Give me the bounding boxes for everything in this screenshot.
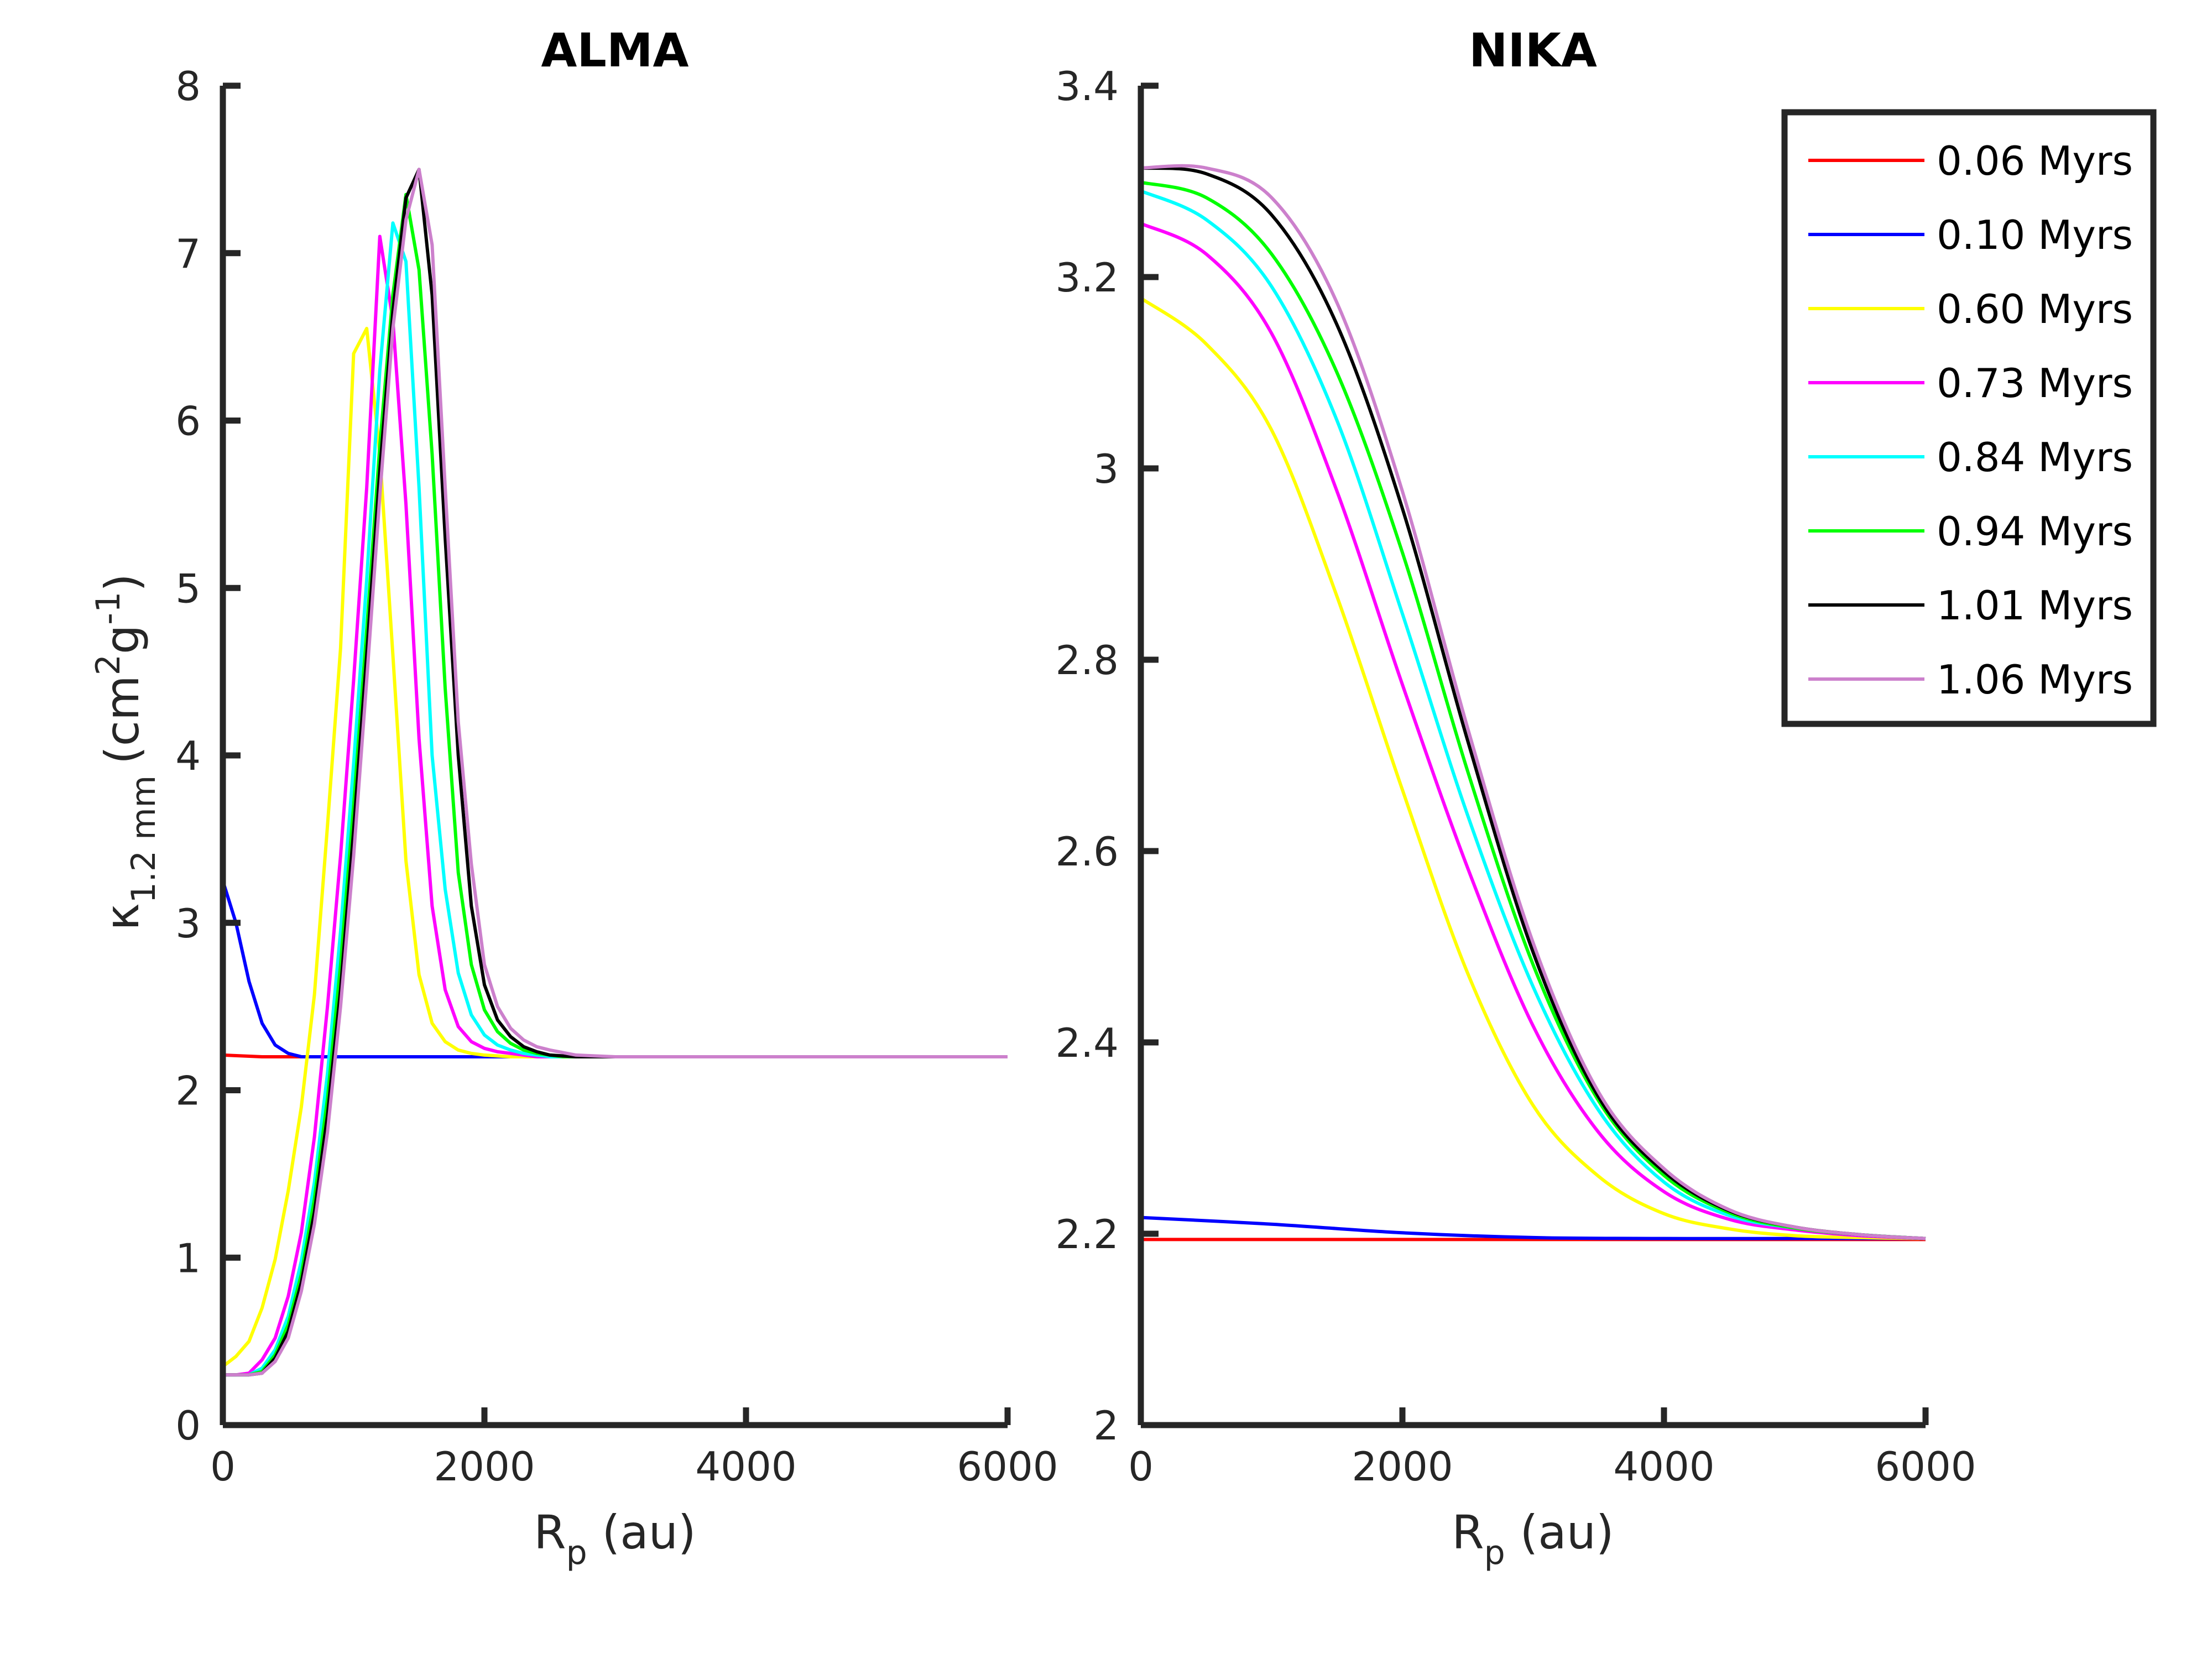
- xlabel-r: R: [534, 1505, 566, 1559]
- nika-panel: 2 2.2 2.4 2.6 2.8 3 3.2 3.4 0 2000 4000 6000: [1055, 63, 1976, 1490]
- series-line-0-10-Myrs: [1140, 1215, 1926, 1240]
- alma-panel: 0 1 2 3 4 5 6 7 8 0 2000 4000 6000: [175, 63, 1058, 1490]
- legend-box: [1781, 109, 2157, 727]
- y-tick-label: 8: [175, 63, 201, 109]
- series-line-1-06-Myrs: [1140, 164, 1926, 1240]
- series-line-0-73-Myrs: [223, 234, 1008, 1377]
- series-line-1-06-Myrs: [223, 168, 1008, 1377]
- alma-title: ALMA: [541, 23, 688, 77]
- nika-title: NIKA: [1469, 23, 1597, 77]
- legend-entry: 1.06 Myrs: [1937, 656, 2133, 703]
- x-tick-label: 2000: [434, 1443, 535, 1490]
- legend-entry: 1.01 Myrs: [1937, 582, 2133, 629]
- x-tick-label: 6000: [1875, 1443, 1976, 1490]
- series-line-0-94-Myrs: [223, 192, 1008, 1377]
- y-tick-label: 5: [175, 565, 201, 612]
- y-tick-label: 2: [1093, 1402, 1119, 1449]
- x-tick-label: 4000: [1613, 1443, 1714, 1490]
- alma-xlabel: Rp (au): [534, 1505, 696, 1572]
- xlabel-sub: p: [566, 1533, 587, 1572]
- series-line-0-84-Myrs: [223, 221, 1008, 1377]
- y-tick-label: 4: [175, 733, 201, 779]
- x-tick-label: 0: [210, 1443, 236, 1490]
- y-tick-label: 2.2: [1055, 1211, 1119, 1258]
- ylabel-kappa: κ: [95, 903, 149, 931]
- series-line-0-10-Myrs: [221, 880, 1008, 1058]
- ylabel-g: g: [95, 625, 149, 654]
- nika-xlabel: Rp (au): [1452, 1505, 1614, 1572]
- xlabel-sub: p: [1484, 1533, 1505, 1572]
- y-tick-label: 2.6: [1055, 828, 1119, 875]
- legend: 0.06 Myrs 0.10 Myrs 0.60 Myrs 0.73 Myrs 0.84…: [1781, 109, 2157, 727]
- ylabel-sup2: 2: [89, 654, 128, 675]
- y-tick-label: 7: [175, 231, 201, 277]
- xlabel-unit: (au): [1505, 1505, 1614, 1559]
- y-tick-label: 2.8: [1055, 637, 1119, 684]
- y-tick-label: 2.4: [1055, 1020, 1119, 1066]
- ylabel-sub: 1.2 mm: [124, 775, 163, 903]
- legend-entry: 0.94 Myrs: [1937, 508, 2133, 555]
- y-tick-label: 3: [1093, 446, 1119, 492]
- series-line-0-73-Myrs: [1140, 222, 1926, 1240]
- legend-entry: 0.60 Myrs: [1937, 286, 2133, 332]
- legend-entry: 0.84 Myrs: [1937, 434, 2133, 481]
- legend-entry: 0.73 Myrs: [1937, 360, 2133, 406]
- x-tick-label: 2000: [1352, 1443, 1453, 1490]
- xlabel-r: R: [1452, 1505, 1484, 1559]
- legend-entry: 0.06 Myrs: [1937, 138, 2133, 184]
- xlabel-unit: (au): [587, 1505, 696, 1559]
- y-tick-label: 2: [175, 1068, 201, 1114]
- y-tick-label: 0: [175, 1402, 201, 1449]
- alma-ylabel: κ1.2 mm (cm2g-1): [89, 573, 163, 931]
- x-tick-label: 6000: [957, 1443, 1058, 1490]
- ylabel-supm1: -1: [89, 592, 128, 625]
- y-tick-label: 6: [175, 398, 201, 445]
- y-tick-label: 1: [175, 1235, 201, 1281]
- series-line-1-01-Myrs: [223, 168, 1008, 1377]
- legend-entry: 0.10 Myrs: [1937, 212, 2133, 258]
- ylabel-unit: (cm: [95, 675, 149, 764]
- series-line-0-60-Myrs: [222, 326, 1008, 1368]
- x-tick-label: 0: [1128, 1443, 1154, 1490]
- ylabel-close: ): [95, 573, 149, 592]
- x-tick-label: 4000: [695, 1443, 796, 1490]
- y-tick-label: 3: [175, 900, 201, 947]
- series-line-0-60-Myrs: [1140, 296, 1926, 1240]
- y-tick-label: 3.2: [1055, 254, 1119, 301]
- y-tick-label: 3.4: [1055, 63, 1119, 109]
